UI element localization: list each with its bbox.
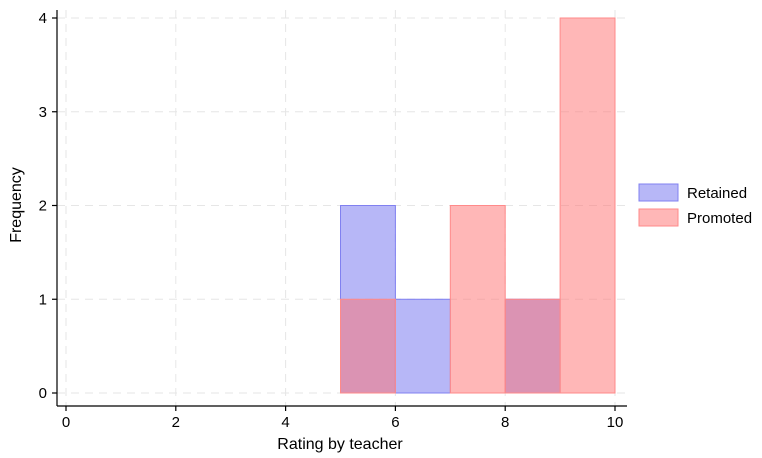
bars <box>340 17 616 394</box>
bar-retained <box>394 298 451 394</box>
y-tick-label: 2 <box>39 198 47 215</box>
legend-swatch-retained <box>638 183 679 202</box>
x-tick-label: 2 <box>172 414 180 431</box>
legend: Retained Promoted <box>638 183 752 227</box>
x-tick-label: 6 <box>391 414 399 431</box>
axes <box>52 10 627 411</box>
x-tick-label: 0 <box>62 414 70 431</box>
bar-promoted <box>559 17 616 394</box>
bar-promoted <box>504 298 561 394</box>
x-axis-title: Rating by teacher <box>277 436 403 453</box>
x-tick-label: 4 <box>281 414 289 431</box>
y-tick-label: 4 <box>39 10 47 27</box>
x-tick-label: 8 <box>501 414 509 431</box>
legend-label-promoted: Promoted <box>687 210 752 227</box>
x-tick-label: 10 <box>607 414 624 431</box>
tick-labels: 0 2 4 6 8 10 0 1 2 3 4 <box>39 10 624 431</box>
y-tick-label: 1 <box>39 291 47 308</box>
bar-promoted <box>449 205 506 394</box>
y-axis-title: Frequency <box>8 167 25 243</box>
y-tick-label: 0 <box>39 385 47 402</box>
y-tick-label: 3 <box>39 104 47 121</box>
bar-promoted <box>340 298 396 394</box>
legend-swatch-promoted <box>638 208 679 227</box>
legend-label-retained: Retained <box>687 185 747 202</box>
